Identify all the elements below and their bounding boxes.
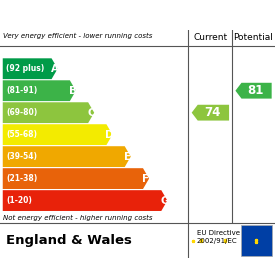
Text: (55-68): (55-68) bbox=[6, 130, 37, 139]
Polygon shape bbox=[3, 102, 94, 123]
Text: (69-80): (69-80) bbox=[6, 108, 37, 117]
Text: EU Directive
2002/91/EC: EU Directive 2002/91/EC bbox=[197, 230, 240, 244]
Text: Not energy efficient - higher running costs: Not energy efficient - higher running co… bbox=[3, 215, 152, 221]
Polygon shape bbox=[235, 83, 272, 99]
Polygon shape bbox=[3, 80, 76, 101]
Text: Potential: Potential bbox=[234, 33, 273, 42]
Text: Energy Efficiency Rating: Energy Efficiency Rating bbox=[4, 7, 206, 22]
Text: 74: 74 bbox=[204, 106, 220, 119]
Polygon shape bbox=[192, 105, 229, 120]
Text: (1-20): (1-20) bbox=[6, 196, 32, 205]
Text: (92 plus): (92 plus) bbox=[6, 64, 44, 73]
Text: C: C bbox=[87, 108, 95, 118]
Text: B: B bbox=[69, 86, 77, 96]
Text: E: E bbox=[124, 152, 131, 162]
Text: F: F bbox=[142, 174, 150, 184]
Polygon shape bbox=[3, 146, 131, 167]
Text: D: D bbox=[105, 130, 114, 140]
Text: (81-91): (81-91) bbox=[6, 86, 37, 95]
Text: (39-54): (39-54) bbox=[6, 152, 37, 161]
Text: (21-38): (21-38) bbox=[6, 174, 37, 183]
Text: G: G bbox=[160, 196, 169, 206]
Polygon shape bbox=[3, 58, 58, 79]
Polygon shape bbox=[3, 190, 167, 211]
Text: England & Wales: England & Wales bbox=[6, 234, 131, 247]
Text: Current: Current bbox=[193, 33, 227, 42]
Text: Very energy efficient - lower running costs: Very energy efficient - lower running co… bbox=[3, 33, 152, 38]
Text: 81: 81 bbox=[247, 84, 263, 97]
Text: A: A bbox=[51, 64, 59, 74]
Polygon shape bbox=[3, 124, 112, 145]
Polygon shape bbox=[3, 168, 149, 189]
Bar bbox=[241, 225, 272, 256]
